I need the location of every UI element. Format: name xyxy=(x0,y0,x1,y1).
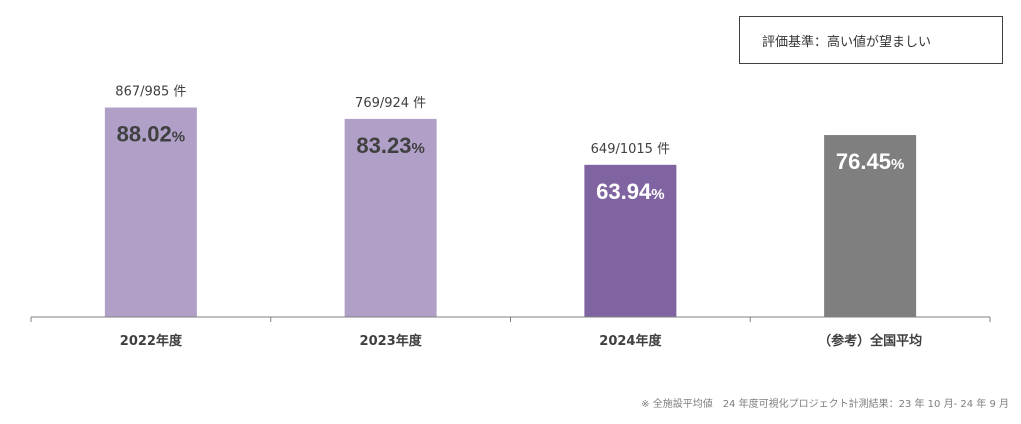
bar-value-unit: % xyxy=(411,140,424,157)
bar-value-label: 76.45% xyxy=(836,149,904,174)
bar xyxy=(104,107,197,318)
x-axis xyxy=(30,316,991,322)
bar-value-label: 63.94% xyxy=(596,179,664,204)
footnote: ※ 全施設平均値 24 年度可視化プロジェクト計測結果：23 年 10 月- 2… xyxy=(641,399,1009,410)
bar-value-unit: % xyxy=(651,186,664,203)
category-label: 2023年度 xyxy=(360,333,423,349)
category-label: 2022年度 xyxy=(120,333,183,349)
bar-value-unit: % xyxy=(891,156,904,173)
bar-value-label: 83.23% xyxy=(356,133,424,158)
evaluation-criteria-box: 評価基準：高い値が望ましい xyxy=(739,16,1003,64)
category-label: 2024年度 xyxy=(599,333,662,349)
bar-value-label: 88.02% xyxy=(117,122,185,147)
bar-value-number: 83.23 xyxy=(356,133,411,158)
bar-value-unit: % xyxy=(172,129,185,146)
bars-group xyxy=(104,107,917,318)
bar xyxy=(824,135,917,317)
bar-count-label: 867/985 件 xyxy=(115,85,186,100)
category-label: （参考）全国平均 xyxy=(818,333,922,349)
bar-value-number: 88.02 xyxy=(117,122,172,147)
bar-count-label: 769/924 件 xyxy=(355,96,426,111)
bar-value-number: 76.45 xyxy=(836,149,891,174)
labels-group: 88.02% 867/985 件 2022年度 83.23% 769/924 件 2023… xyxy=(115,85,922,349)
bar-count-label: 649/1015 件 xyxy=(591,142,670,157)
bar xyxy=(344,118,437,317)
evaluation-criteria-text: 評価基準：高い値が望ましい xyxy=(762,34,932,50)
bar-value-number: 63.94 xyxy=(596,179,652,204)
bar xyxy=(584,164,677,317)
